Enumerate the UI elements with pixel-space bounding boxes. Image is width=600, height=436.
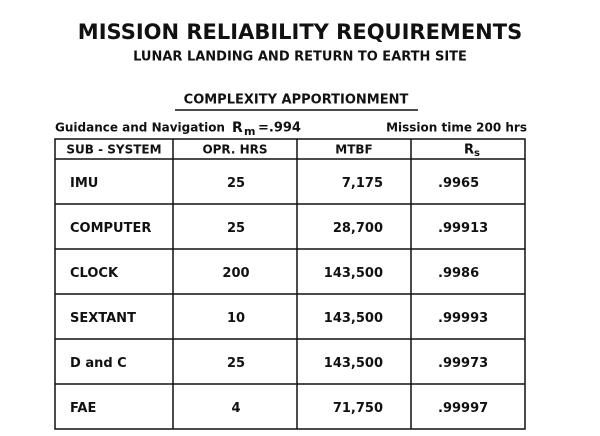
section-title: COMPLEXITY APPORTIONMENT <box>184 93 409 108</box>
column-header: R <box>464 143 474 158</box>
reliability: .9986 <box>438 266 479 281</box>
system-name: Guidance and Navigation <box>55 121 225 135</box>
column-header: OPR. HRS <box>202 143 267 157</box>
column-header: SUB - SYSTEM <box>66 143 161 157</box>
mtbf: 28,700 <box>333 221 383 236</box>
table-border <box>54 138 526 430</box>
title: MISSION RELIABILITY REQUIREMENTS <box>78 20 522 44</box>
operating-hours: 25 <box>227 176 245 191</box>
column-header: MTBF <box>335 143 372 157</box>
operating-hours: 10 <box>227 311 245 326</box>
reliability: .99993 <box>438 311 488 326</box>
symbol-subscript: m <box>244 125 255 138</box>
reliability: .9965 <box>438 176 479 191</box>
mtbf: 71,750 <box>333 401 383 416</box>
mtbf: 143,500 <box>324 266 383 281</box>
subsystem: SEXTANT <box>70 311 136 326</box>
subsystem: COMPUTER <box>70 221 151 236</box>
subsystem: CLOCK <box>70 266 119 281</box>
operating-hours: 200 <box>222 266 249 281</box>
reliability: .99913 <box>438 221 488 236</box>
requirement: =.994 <box>258 121 301 136</box>
operating-hours: 25 <box>227 356 245 371</box>
symbol: R <box>232 120 243 136</box>
mission-time: Mission time 200 hrs <box>386 121 527 135</box>
subsystem: D and C <box>70 356 127 371</box>
reliability: .99973 <box>438 356 488 371</box>
operating-hours: 25 <box>227 221 245 236</box>
subsystem: IMU <box>70 176 98 191</box>
column-header-subscript: s <box>474 148 480 159</box>
mtbf: 143,500 <box>324 356 383 371</box>
mtbf: 7,175 <box>342 176 383 191</box>
subtitle: LUNAR LANDING AND RETURN TO EARTH SITE <box>133 50 467 65</box>
operating-hours: 4 <box>231 401 240 416</box>
subsystem: FAE <box>70 401 96 416</box>
reliability: .99997 <box>438 401 488 416</box>
mtbf: 143,500 <box>324 311 383 326</box>
